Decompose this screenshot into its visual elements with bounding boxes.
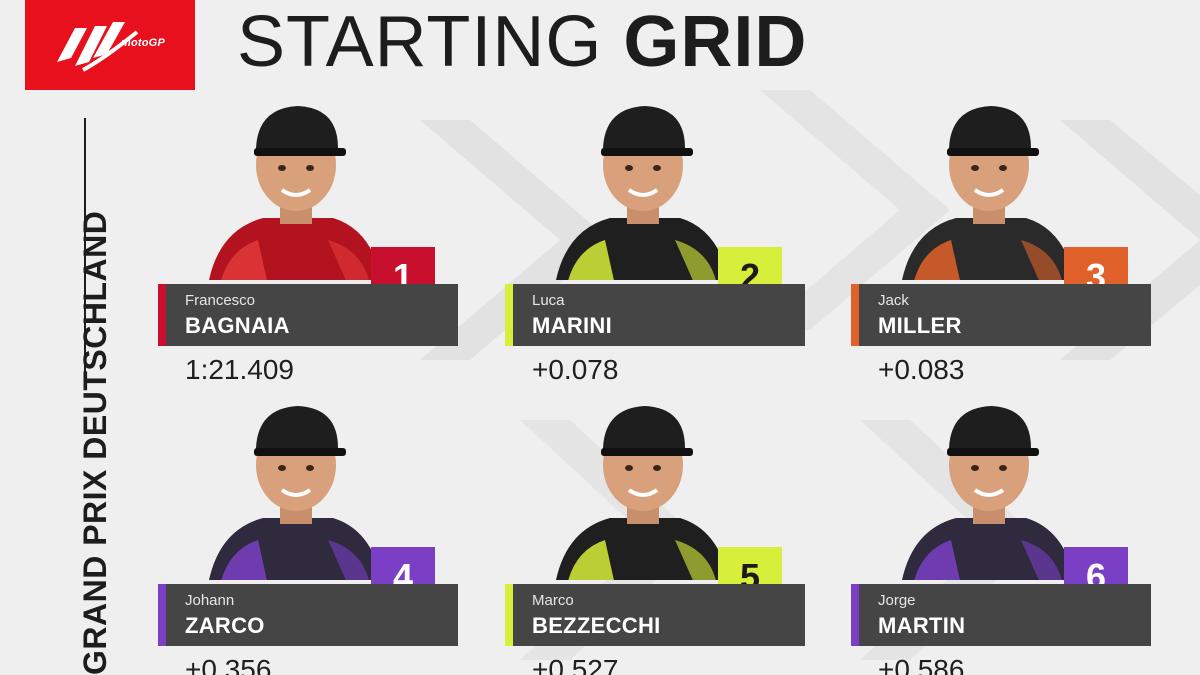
qualifying-time: +0.356 (185, 654, 272, 675)
qualifying-time: +0.527 (532, 654, 619, 675)
rider-last-name: BAGNAIA (185, 313, 290, 338)
rider-nameplate: Francesco BAGNAIA (158, 284, 458, 346)
rider-card: 6 Jorge MARTIN +0.586 (851, 390, 1151, 675)
rider-nameplate: Jack MILLER (851, 284, 1151, 346)
motogp-logo-text: motoGP (121, 37, 165, 49)
team-color-stripe (158, 584, 166, 646)
rider-first-name: Jorge (878, 592, 916, 609)
rider-last-name: MARTIN (878, 613, 966, 638)
title-light: STARTING (237, 2, 603, 82)
rider-last-name: MARINI (532, 313, 613, 338)
rider-nameplate: Luca MARINI (505, 284, 805, 346)
qualifying-time: +0.078 (532, 354, 619, 385)
rider-portrait (902, 106, 1075, 280)
rider-first-name: Johann (185, 592, 235, 609)
rider-nameplate: Jorge MARTIN (851, 584, 1151, 646)
rider-card: 1 Francesco BAGNAIA 1:21.409 (158, 90, 458, 390)
qualifying-time: 1:21.409 (185, 354, 294, 385)
side-divider (84, 118, 86, 383)
team-color-stripe (505, 284, 513, 346)
rider-card: 3 Jack MILLER +0.083 (851, 90, 1151, 390)
rider-portrait (556, 406, 729, 580)
team-color-stripe (158, 284, 166, 346)
rider-portrait (902, 406, 1075, 580)
event-name: GRAND PRIX DEUTSCHLAND (77, 210, 113, 675)
qualifying-time: +0.586 (878, 654, 965, 675)
motogp-logo: motoGP (25, 0, 195, 90)
team-color-stripe (851, 584, 859, 646)
motogp-logo-icon (57, 22, 139, 72)
rider-card: 4 Johann ZARCO +0.356 (158, 390, 458, 675)
rider-last-name: BEZZECCHI (532, 613, 661, 638)
rider-portrait (556, 106, 729, 280)
rider-nameplate: Marco BEZZECCHI (505, 584, 805, 646)
title-bold: GRID (623, 2, 808, 82)
page-title: STARTING GRID (237, 2, 807, 82)
rider-first-name: Francesco (185, 292, 256, 309)
rider-portrait (209, 106, 382, 280)
rider-first-name: Luca (532, 292, 565, 309)
rider-card: 5 Marco BEZZECCHI +0.527 (505, 390, 805, 675)
qualifying-time: +0.083 (878, 354, 965, 385)
rider-last-name: ZARCO (185, 613, 265, 638)
rider-first-name: Marco (532, 592, 574, 609)
team-color-stripe (851, 284, 859, 346)
rider-nameplate: Johann ZARCO (158, 584, 458, 646)
rider-portrait (209, 406, 382, 580)
rider-card: 2 Luca MARINI +0.078 (505, 90, 805, 390)
rider-first-name: Jack (878, 292, 909, 309)
rider-last-name: MILLER (878, 313, 962, 338)
team-color-stripe (505, 584, 513, 646)
